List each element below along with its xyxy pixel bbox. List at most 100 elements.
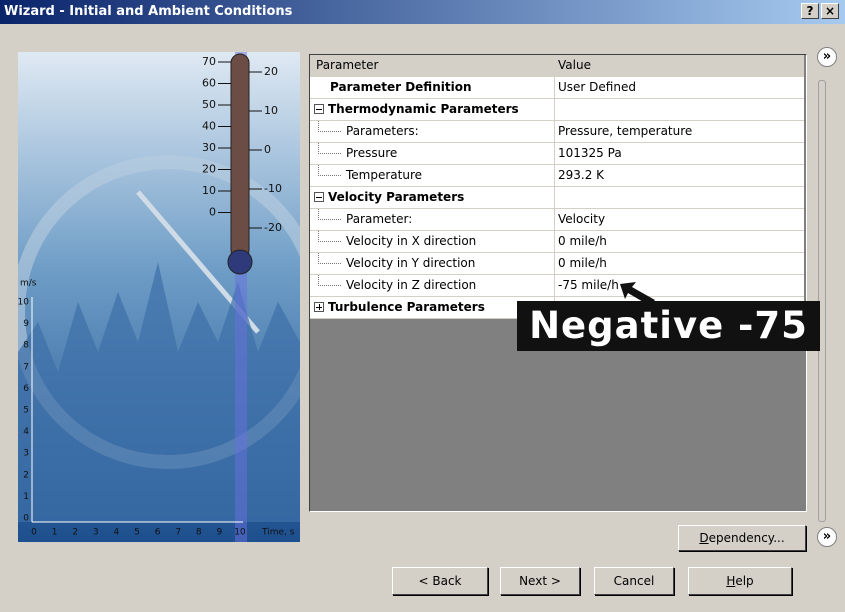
- y-axis-label: 2: [23, 470, 29, 480]
- parameter-value: User Defined: [558, 80, 636, 94]
- cancel-button[interactable]: Cancel: [594, 567, 674, 595]
- thermo-left-label: 10: [202, 184, 216, 197]
- parameter-name: Velocity Parameters: [328, 190, 465, 204]
- parameter-value: 293.2 K: [558, 168, 605, 182]
- column-header: Parameter: [316, 58, 379, 72]
- x-axis-label: 9: [217, 528, 223, 538]
- parameter-name: Velocity in X direction: [346, 234, 477, 248]
- parameter-value: Velocity: [558, 212, 606, 226]
- x-axis-unit: Time, s: [261, 528, 295, 538]
- y-axis-label: 5: [23, 406, 29, 416]
- parameter-name: Parameter Definition: [330, 80, 472, 94]
- expand-toggle[interactable]: [314, 104, 324, 114]
- y-axis-label: 7: [23, 362, 29, 372]
- tree-line: [318, 121, 341, 132]
- column-divider: [554, 121, 555, 142]
- table-row: Velocity in X direction 0 mile/h: [310, 231, 804, 253]
- y-axis-label: 0: [23, 514, 29, 524]
- help-title-button[interactable]: ?: [801, 3, 819, 19]
- thermo-right-label: 20: [264, 65, 278, 78]
- column-divider: [554, 187, 555, 208]
- window-title: Wizard - Initial and Ambient Conditions: [4, 4, 293, 19]
- illustration: 70605040302010020100-10-20m/s10987654321…: [18, 52, 300, 542]
- table-row: Parameter: Velocity: [310, 209, 804, 231]
- column-divider: [554, 209, 555, 230]
- tree-line: [318, 253, 341, 264]
- parameter-value: -75 mile/h: [558, 278, 619, 292]
- parameter-name: Parameters:: [346, 124, 419, 138]
- column-divider: [554, 143, 555, 164]
- thermometer-bulb: [227, 249, 253, 275]
- signal-bars: [18, 262, 300, 522]
- column-divider: [554, 253, 555, 274]
- expand-toggle[interactable]: [314, 192, 324, 202]
- thermo-left-label: 50: [202, 98, 216, 111]
- y-axis-unit: m/s: [20, 279, 37, 289]
- table-header: Parameter Value: [310, 55, 804, 77]
- table-row: Temperature 293.2 K: [310, 165, 804, 187]
- tree-line: [318, 275, 341, 286]
- thermo-left-label: 40: [202, 120, 216, 133]
- parameter-name: Pressure: [346, 146, 398, 160]
- x-axis-label: 1: [52, 528, 58, 538]
- parameter-name: Temperature: [346, 168, 423, 182]
- parameter-name: Parameter:: [346, 212, 413, 226]
- back-button[interactable]: < Back: [392, 567, 488, 595]
- table-row: Thermodynamic Parameters: [310, 99, 804, 121]
- close-button[interactable]: ×: [821, 3, 839, 19]
- y-axis-label: 4: [23, 427, 29, 437]
- thermometer-tube: [230, 53, 250, 260]
- parameter-name: Velocity in Z direction: [346, 278, 477, 292]
- x-axis-label: 5: [134, 528, 140, 538]
- parameter-value: 0 mile/h: [558, 234, 607, 248]
- table-row: Parameter Definition User Defined: [310, 77, 804, 99]
- table-row: Parameters: Pressure, temperature: [310, 121, 804, 143]
- thermo-right-label: -20: [264, 221, 282, 234]
- x-axis-label: 8: [196, 528, 202, 538]
- x-axis-label: 6: [155, 528, 161, 538]
- y-axis-label: 3: [23, 449, 29, 459]
- parameter-name: Velocity in Y direction: [346, 256, 476, 270]
- tree-line: [318, 209, 341, 220]
- table-row: Velocity Parameters: [310, 187, 804, 209]
- column-divider: [554, 275, 555, 296]
- x-axis-label: 4: [114, 528, 120, 538]
- thermo-right-label: 0: [264, 143, 271, 156]
- parameter-name: Thermodynamic Parameters: [328, 102, 519, 116]
- callout-label: Negative -75: [517, 301, 820, 351]
- collapse-bottom-button[interactable]: »: [817, 527, 837, 547]
- thermo-left-label: 0: [209, 206, 216, 219]
- thermo-right-label: -10: [264, 182, 282, 195]
- collapse-top-button[interactable]: »: [817, 47, 837, 67]
- expand-toggle[interactable]: [314, 302, 324, 312]
- next-button[interactable]: Next >: [500, 567, 580, 595]
- table-row: Velocity in Y direction 0 mile/h: [310, 253, 804, 275]
- parameter-table: Parameter Value Parameter Definition User D…: [309, 54, 807, 512]
- arrow-shape: [620, 282, 655, 306]
- tree-line: [318, 143, 341, 154]
- parameter-name: Turbulence Parameters: [328, 300, 485, 314]
- parameter-value: 101325 Pa: [558, 146, 622, 160]
- help-button[interactable]: Help: [688, 567, 792, 595]
- tree-line: [318, 165, 341, 176]
- x-axis-label: 2: [72, 528, 78, 538]
- dependency-button[interactable]: Dependency...: [678, 525, 806, 551]
- thermo-right-label: 10: [264, 104, 278, 117]
- column-header: Value: [558, 58, 591, 72]
- y-axis-label: 10: [18, 298, 29, 308]
- column-divider: [554, 165, 555, 186]
- callout-arrow: [620, 282, 655, 306]
- y-axis-label: 9: [23, 319, 29, 329]
- thermo-left-label: 20: [202, 163, 216, 176]
- x-axis-label: 10: [234, 528, 246, 538]
- parameter-value: Pressure, temperature: [558, 124, 693, 138]
- title-bar: Wizard - Initial and Ambient Conditions …: [0, 0, 845, 24]
- column-divider: [554, 99, 555, 120]
- y-axis-label: 6: [23, 384, 29, 394]
- table-row: Pressure 101325 Pa: [310, 143, 804, 165]
- column-divider: [554, 231, 555, 252]
- x-axis-label: 3: [93, 528, 99, 538]
- y-axis-label: 8: [23, 341, 29, 351]
- x-axis-label: 7: [175, 528, 181, 538]
